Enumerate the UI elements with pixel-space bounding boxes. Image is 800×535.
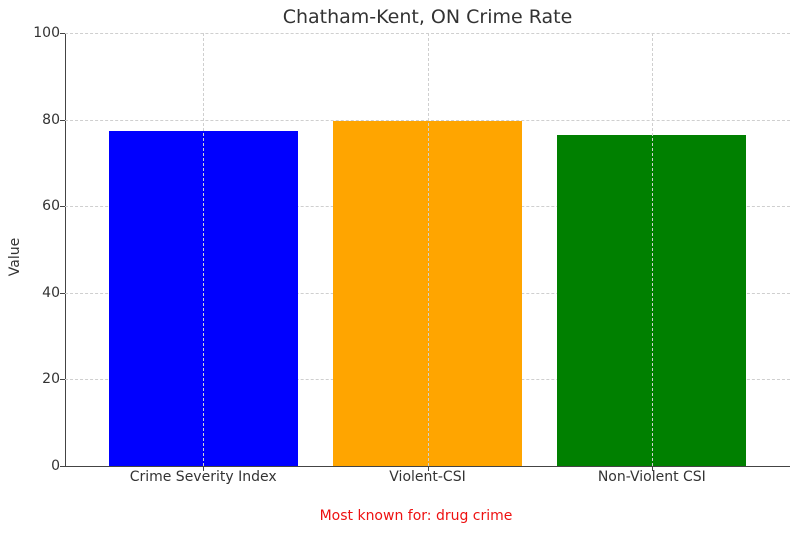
- y-tick-label: 100: [33, 25, 60, 41]
- y-tick-label: 40: [42, 284, 60, 301]
- chart-annotation: Most known for: drug crime: [319, 508, 513, 524]
- x-tick-mark: [651, 466, 653, 471]
- y-tick-mark: [60, 466, 65, 467]
- v-gridline: [203, 33, 205, 466]
- y-tick-label: 80: [42, 111, 60, 128]
- v-gridline: [427, 33, 429, 466]
- v-gridline: [651, 33, 653, 466]
- y-tick-label: 0: [51, 458, 60, 474]
- y-axis-label: Value: [7, 237, 24, 277]
- y-axis-line: [65, 33, 66, 466]
- y-tick-mark: [60, 379, 65, 381]
- plot-area: 0 20 40 60 80 100 Crime Severity Index Violent-…: [33, 25, 790, 485]
- y-tick-label: 20: [42, 371, 60, 388]
- x-tick-mark: [427, 466, 429, 471]
- y-tick-mark: [60, 292, 65, 294]
- x-tick-label: Violent-CSI: [389, 469, 466, 485]
- y-tick-mark: [60, 33, 65, 34]
- y-tick-label: 60: [42, 198, 60, 215]
- y-tick-mark: [60, 206, 65, 208]
- x-tick-label: Non-Violent CSI: [597, 469, 706, 485]
- y-tick-mark: [60, 119, 65, 121]
- chart-title: Chatham-Kent, ON Crime Rate: [282, 6, 573, 28]
- x-tick-label: Crime Severity Index: [129, 469, 277, 485]
- x-tick-mark: [203, 466, 205, 471]
